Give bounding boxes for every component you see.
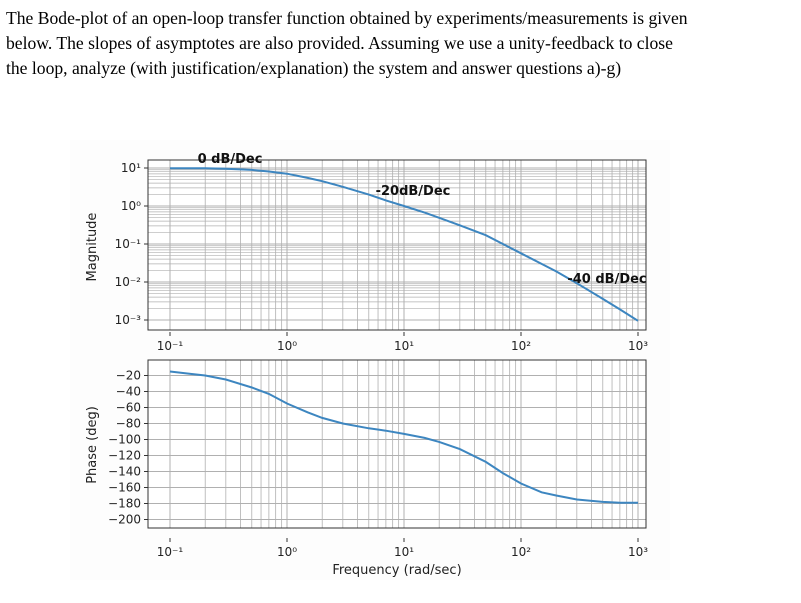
annotation-0db: 0 dB/Dec — [198, 152, 263, 167]
magnitude-grid — [148, 160, 646, 330]
magnitude-curve — [169, 167, 639, 322]
y-tick-label: 10⁻³ — [115, 313, 142, 327]
y-tick-label: −20 — [116, 369, 141, 383]
y-tick-label: −60 — [116, 401, 141, 415]
x-tick-label: 10⁻¹ — [157, 339, 184, 353]
magnitude-axes-border — [147, 159, 647, 331]
x-tick-label: 10³ — [628, 545, 648, 559]
x-tick-label: 10⁰ — [277, 339, 297, 353]
y-tick-label: 10⁻² — [115, 275, 142, 289]
y-tick-label: −100 — [108, 433, 141, 447]
bode-plot-svg: 10¹ 10⁰ 10⁻¹ 10⁻² 10⁻³ 10⁻¹ 10⁰ 10¹ 10² 10³ Magni… — [85, 152, 648, 578]
y-tick-label: −160 — [108, 481, 141, 495]
y-tick-label: −140 — [108, 465, 141, 479]
question-line-2: below. The slopes of asymptotes are also… — [6, 33, 673, 53]
x-tick-label: 10² — [511, 545, 531, 559]
x-tick-label: 10¹ — [394, 545, 414, 559]
annotation-20db: -20dB/Dec — [376, 184, 451, 199]
question-line-1: The Bode-plot of an open-loop transfer f… — [6, 8, 688, 28]
y-tick-label: −120 — [108, 449, 141, 463]
x-tick-label: 10¹ — [394, 339, 414, 353]
phase-axes-frame — [147, 359, 647, 529]
x-tick-label: 10⁰ — [277, 545, 297, 559]
phase-curve — [169, 370, 638, 504]
x-tick-label: 10³ — [628, 339, 648, 353]
y-tick-label: 10¹ — [121, 161, 141, 175]
phase-xlabel: Frequency (rad/sec) — [332, 563, 461, 578]
question-text: The Bode-plot of an open-loop transfer f… — [6, 6, 796, 81]
bode-plot-figure: 10¹ 10⁰ 10⁻¹ 10⁻² 10⁻³ 10⁻¹ 10⁰ 10¹ 10² 10³ Magni… — [70, 140, 670, 580]
y-tick-label: −80 — [116, 417, 141, 431]
question-line-3: the loop, analyze (with justification/ex… — [6, 58, 622, 78]
x-tick-label: 10⁻¹ — [157, 545, 184, 559]
phase-grid — [148, 360, 646, 528]
phase-axes-border — [147, 359, 647, 529]
phase-ylabel: Phase (deg) — [85, 406, 100, 484]
annotation-40db: -40 dB/Dec — [567, 272, 646, 287]
magnitude-ticks: 10¹ 10⁰ 10⁻¹ 10⁻² 10⁻³ 10⁻¹ 10⁰ 10¹ 10² 10³ — [115, 161, 649, 353]
y-tick-label: 10⁻¹ — [115, 237, 142, 251]
x-tick-label: 10² — [511, 339, 531, 353]
phase-ticks: −20 −40 −60 −80 −100 −120 −140 −160 −180 −200 10⁻¹… — [108, 369, 648, 560]
y-tick-label: −200 — [108, 513, 141, 527]
y-tick-label: −180 — [108, 497, 141, 511]
phase-panel: −20 −40 −60 −80 −100 −120 −140 −160 −180 −200 10⁻¹… — [85, 359, 648, 578]
y-tick-label: −40 — [116, 385, 141, 399]
magnitude-panel: 10¹ 10⁰ 10⁻¹ 10⁻² 10⁻³ 10⁻¹ 10⁰ 10¹ 10² 10³ Magni… — [85, 152, 648, 353]
y-tick-label: 10⁰ — [121, 199, 141, 213]
magnitude-ylabel: Magnitude — [85, 213, 100, 282]
